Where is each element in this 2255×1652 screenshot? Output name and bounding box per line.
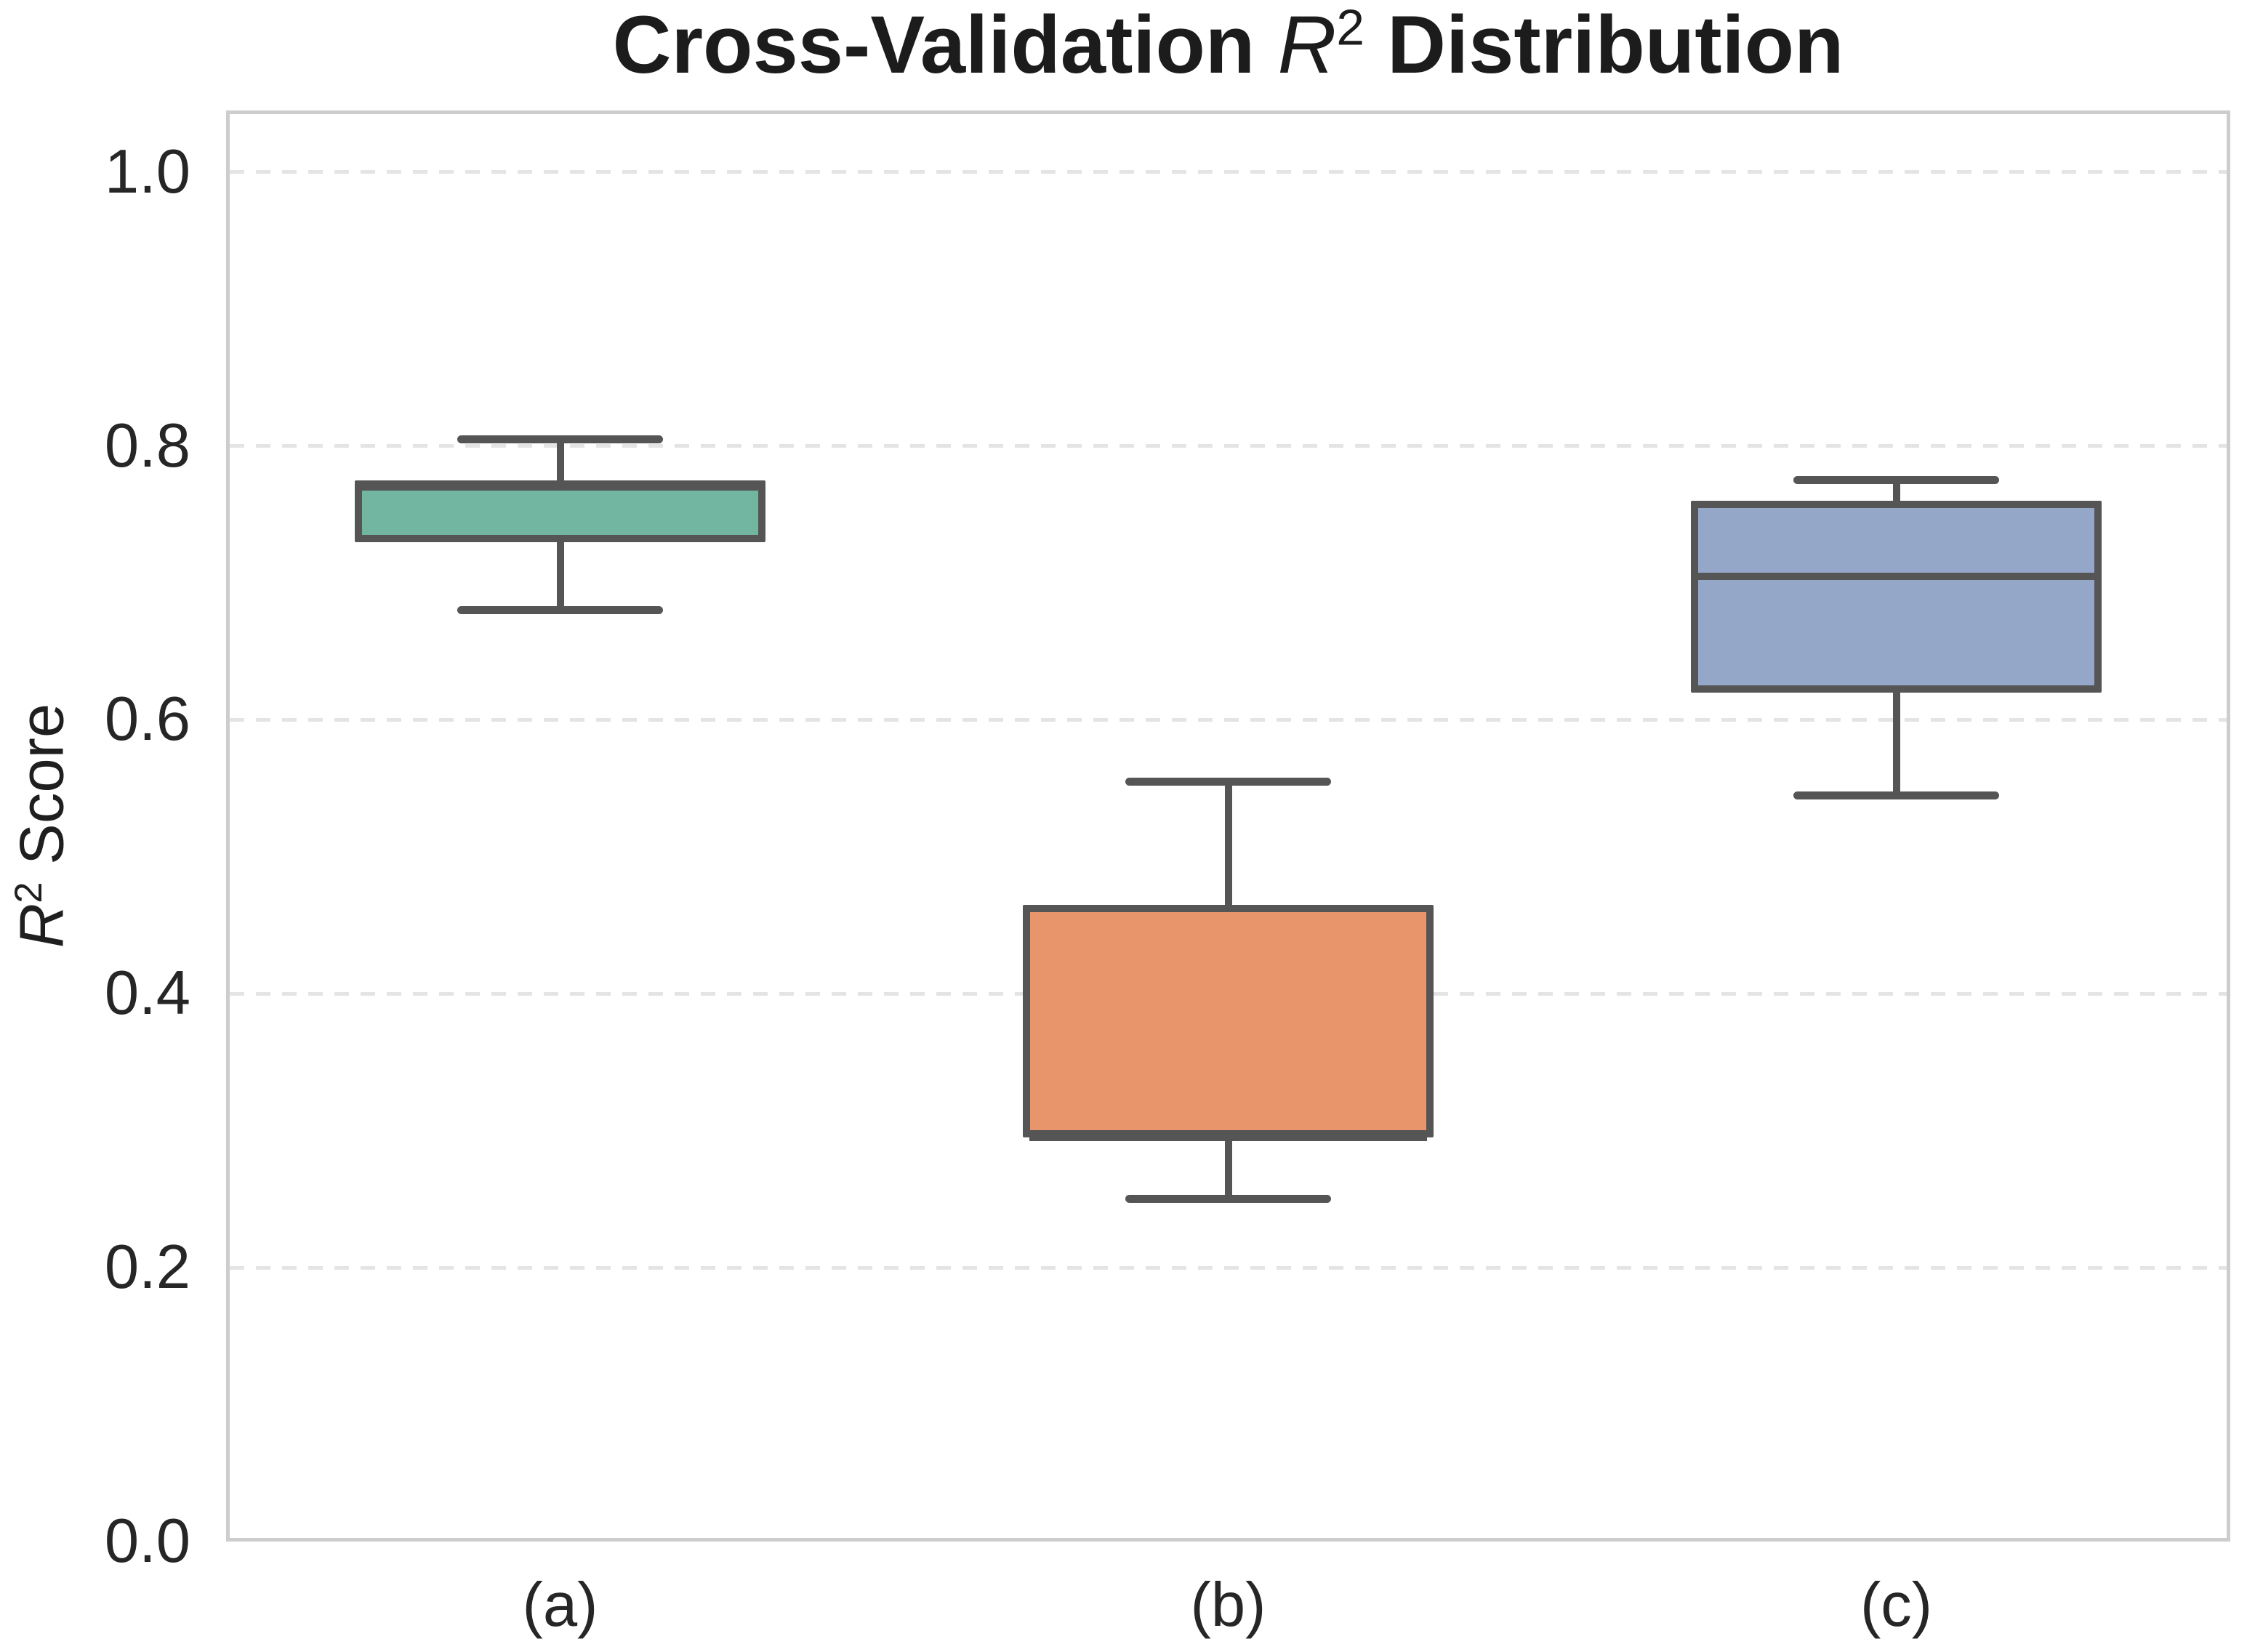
box-(b)-lower-whisker [1224,1137,1232,1199]
box-(a)-median-line [361,483,759,491]
box-(c)-median-line [1697,572,2095,580]
y-tick-label-0.0: 0.0 [104,1507,190,1576]
box-(a)-lower-cap [457,606,663,615]
y-tick-label-1.0: 1.0 [104,137,190,206]
box-(a)-upper-cap [457,435,663,443]
gridline-y-0.6 [230,717,2227,722]
box-(a)-upper-whisker [556,439,564,480]
x-tick-label-(c): (c) [1860,1571,1933,1640]
box-(b)-upper-cap [1125,777,1331,786]
gridline-y-0.2 [230,1265,2227,1270]
plot-area [226,110,2230,1542]
x-tick-label-(a): (a) [522,1571,598,1640]
chart-title-prefix: Cross-Validation [612,0,1278,90]
box-(b)-median-line [1029,1134,1427,1142]
y-axis-label-math-superscript: 2 [7,882,51,903]
box-(b)-lower-cap [1125,1195,1331,1204]
y-tick-label-0.6: 0.6 [104,685,190,754]
y-axis-label-math-variable: R [7,903,77,948]
box-(c)-lower-whisker [1892,692,1900,796]
box-(c)-lower-cap [1793,791,1999,799]
box-(b)-upper-whisker [1224,781,1232,905]
chart-title: Cross-Validation R2 Distribution [226,2,2230,86]
y-tick-label-0.2: 0.2 [104,1233,190,1302]
box-(c)-iqr-box [1691,501,2102,693]
chart-title-suffix: Distribution [1364,0,1844,90]
chart-title-math-superscript: 2 [1336,0,1364,56]
chart-title-math-variable: R [1277,0,1337,90]
gridline-y-1 [230,170,2227,174]
x-tick-label-(b): (b) [1190,1571,1266,1640]
y-tick-label-0.8: 0.8 [104,411,190,480]
box-(a)-lower-whisker [556,541,564,611]
gridline-y-0.8 [230,444,2227,448]
box-(c)-upper-cap [1793,476,1999,485]
box-(b)-iqr-box [1023,904,1434,1138]
y-tick-label-0.4: 0.4 [104,959,190,1028]
box-(c)-upper-whisker [1892,480,1900,501]
